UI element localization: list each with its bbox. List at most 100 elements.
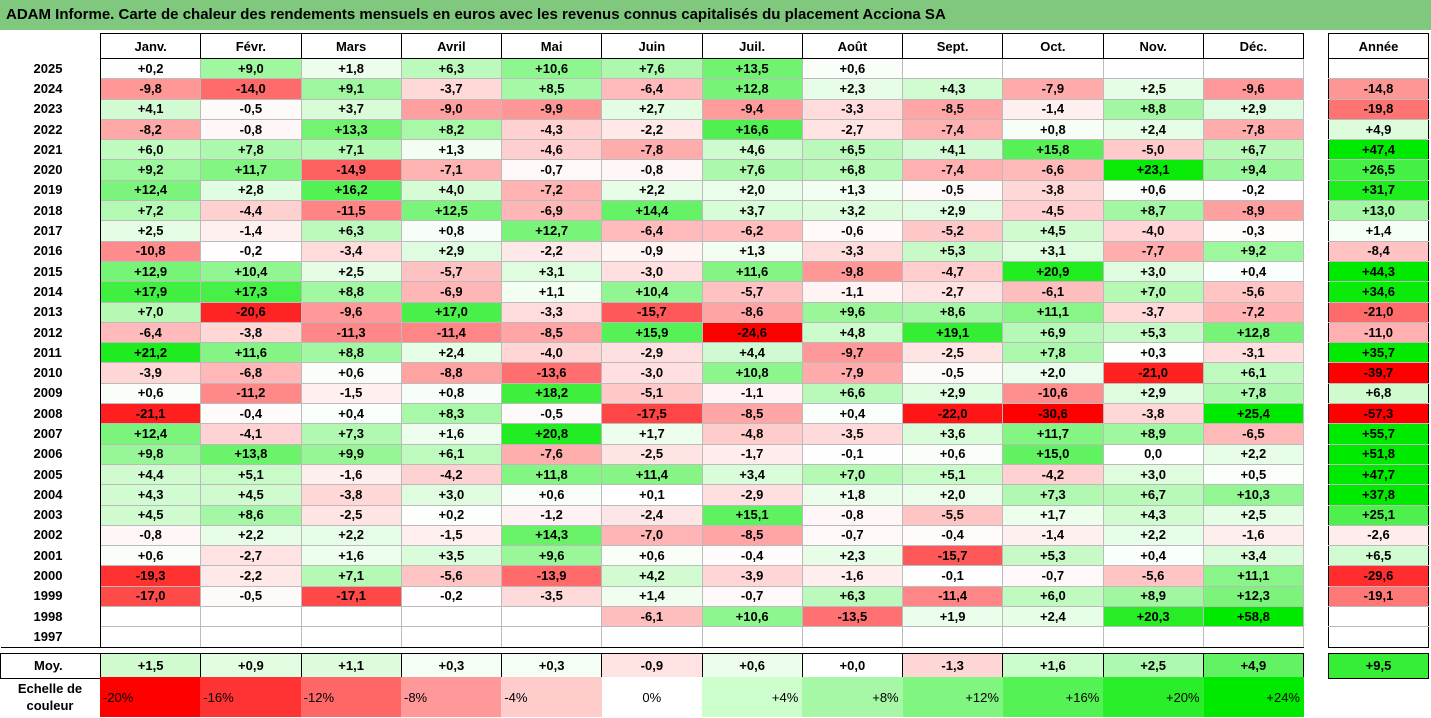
heatmap-cell: +12,8 [1202,321,1305,344]
heatmap-cell: -11,5 [300,200,402,222]
average-cell: -0,9 [601,652,703,679]
heatmap-cell: -5,6 [1202,281,1305,303]
heatmap-cell: -8,6 [701,301,803,323]
table-row: 2012 -6,4 -3,8 -11,3 -11,4 -8,5 +15,9 -24,6 +4,8… [0,321,1305,344]
heatmap-cell: -5,7 [701,281,803,303]
heatmap-cell [400,606,503,628]
heatmap-cell: +6,0 [99,139,202,161]
heatmap-cell: -1,7 [701,443,803,465]
heatmap-cell: -1,4 [200,220,302,242]
heatmap-cell: +8,9 [1102,423,1204,445]
heatmap-cell: +0,6 [500,484,603,506]
gap-cell [601,647,702,654]
heatmap-cell: -8,9 [1202,200,1305,222]
gap-cell [702,647,803,654]
heatmap-cell: +4,3 [1102,504,1204,526]
heatmap-cell: -4,8 [701,423,803,445]
heatmap-cell: +2,9 [400,240,503,262]
heatmap-cell: +21,2 [99,342,202,364]
heatmap-cell: -14,9 [300,159,402,181]
table-row: 2021 +6,0 +7,8 +7,1 +1,3 -4,6 -7,8 +4,6 +6,5 +4,1… [0,139,1305,161]
heatmap-cell: -3,7 [1102,301,1204,323]
heatmap-cell: +3,1 [1002,240,1104,262]
heatmap-cell: -0,2 [1202,179,1305,202]
heatmap-cell: -3,3 [801,98,904,120]
heatmap-cell: -3,9 [99,362,202,384]
year-label: 2014 [0,281,101,303]
heatmap-cell: +3,0 [1102,260,1204,283]
gap-cell [501,647,602,654]
heatmap-cell: +6,6 [801,382,904,405]
annual-cell: +25,1 [1328,504,1429,526]
year-label: 2024 [0,78,101,100]
heatmap-cell: -6,1 [1002,281,1104,303]
color-scale-swatch: +20% [1103,677,1204,717]
heatmap-cell: +1,1 [500,281,603,303]
heatmap-cell: +2,0 [1002,362,1104,384]
month-header: Sept. [901,33,1004,59]
annual-row: +37,8 [1328,484,1429,506]
annual-cell: +44,3 [1328,260,1429,283]
heatmap-cell [901,626,1004,648]
heatmap-cell: -0,7 [1002,565,1104,587]
heatmap-cell: -4,0 [1102,220,1204,242]
heatmap-cell: +2,3 [801,78,904,100]
gap-cell [1328,647,1429,654]
heatmap-cell: +2,2 [601,179,703,202]
heatmap-cell: -6,2 [701,220,803,242]
annual-cell: +37,8 [1328,484,1429,506]
year-label: 1997 [0,626,101,648]
heatmap-cell: -1,6 [300,463,402,486]
average-cell: +4,9 [1202,652,1305,679]
heatmap-cell: -4,4 [200,200,302,222]
heatmap-cell: +8,9 [1102,585,1204,608]
heatmap-cell: +6,3 [801,585,904,608]
heatmap-cell: -24,6 [701,321,803,344]
heatmap-cell: -0,3 [1202,220,1305,242]
year-label: 2007 [0,423,101,445]
year-label: 2011 [0,342,101,363]
heatmap-cell: +11,6 [200,342,302,364]
heatmap-cell: -19,3 [99,565,202,587]
heatmap-cell: -2,9 [601,342,703,364]
heatmap-cell: +2,7 [601,98,703,120]
heatmap-cell: +2,9 [1202,98,1305,120]
average-cell: +0,3 [500,652,603,679]
heatmap-cell: -1,2 [500,504,603,526]
year-column-header: Année [1328,33,1429,59]
heatmap-cell: -4,0 [500,342,603,364]
heatmap-cell: +3,1 [500,260,603,283]
annual-row: -11,0 [1328,321,1429,344]
heatmap-cell: +9,1 [300,78,402,100]
heatmap-cell: -0,7 [801,524,904,547]
heatmap-cell: -2,7 [801,118,904,141]
heatmap-cell: -3,8 [1102,403,1204,425]
gap-cell [1203,647,1304,654]
heatmap-cell: +12,7 [500,220,603,242]
heatmap-cell: +5,1 [200,463,302,486]
heatmap-cell: -8,5 [901,98,1004,120]
heatmap-cell: +0,1 [601,484,703,506]
annual-row [1328,57,1429,80]
year-label: 2006 [0,444,101,465]
average-cell: +1,1 [300,652,402,679]
average-cell: +0,9 [200,652,302,679]
heatmap-cell: -0,4 [701,545,803,567]
heatmap-cell: +8,8 [1102,98,1204,120]
table-row: 2004 +4,3 +4,5 -3,8 +3,0 +0,6 +0,1 -2,9 +1,8 +2,0… [0,484,1305,506]
heatmap-cell: +0,4 [300,403,402,425]
heatmap-cell: +10,4 [200,260,302,283]
heatmap-cell [801,626,904,648]
heatmap-cell: +18,2 [500,382,603,405]
heatmap-cell: +15,1 [701,504,803,526]
heatmap-cell: -8,8 [400,362,503,384]
heatmap-cell: -21,0 [1102,362,1204,384]
heatmap-cell: +3,0 [1102,463,1204,486]
heatmap-cell: -3,5 [801,423,904,445]
heatmap-cell: -7,6 [500,443,603,465]
table-row: 1997 [0,626,1305,648]
heatmap-cell: -0,2 [400,585,503,608]
annual-row: -8,4 [1328,240,1429,262]
gap-row [1328,647,1429,654]
heatmap-cell: +6,1 [1202,362,1305,384]
